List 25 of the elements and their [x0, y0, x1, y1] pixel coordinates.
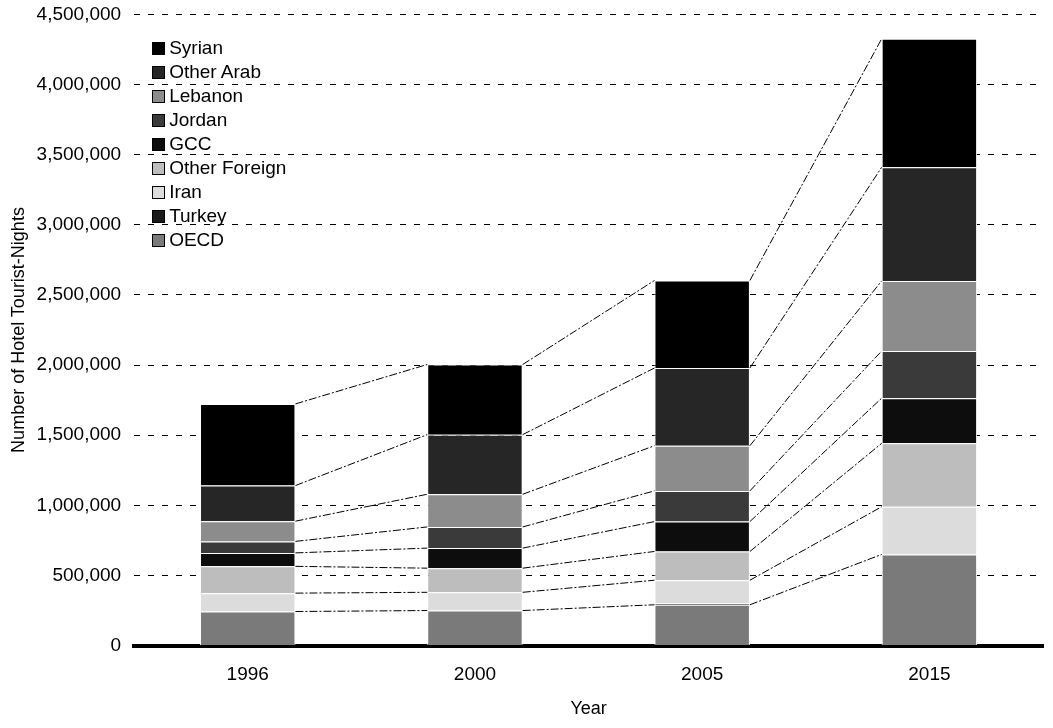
legend-label: Other Arab	[169, 60, 262, 85]
legend-label: Turkey	[169, 204, 227, 229]
x-axis-title: Year	[570, 698, 607, 719]
y-tick-label: 3,000,000	[36, 213, 122, 235]
legend-label: Lebanon	[169, 84, 244, 109]
y-tick-label: 1,000,000	[36, 493, 122, 515]
x-tick-label: 2015	[908, 663, 951, 685]
legend-label: GCC	[169, 132, 212, 157]
x-tick-label: 2005	[681, 663, 724, 685]
y-tick-label: 2,500,000	[36, 283, 122, 305]
x-tick-label: 2000	[453, 663, 497, 685]
y-tick-label: 4,500,000	[36, 2, 122, 24]
y-tick-label: 500,000	[52, 563, 122, 585]
y-tick-label: 0	[110, 633, 122, 655]
x-tick-label: 1996	[226, 663, 269, 685]
legend-label: OECD	[169, 228, 225, 253]
legend-label: Syrian	[169, 36, 223, 61]
legend-label: Jordan	[169, 108, 228, 133]
y-tick-label: 2,000,000	[36, 353, 122, 375]
y-tick-label: 1,500,000	[36, 423, 122, 445]
y-axis-title: Number of Hotel Tourist-Nights	[7, 207, 28, 453]
y-tick-label: 4,000,000	[36, 72, 122, 94]
legend-label: Iran	[169, 180, 202, 205]
y-tick-label: 3,500,000	[36, 142, 122, 164]
legend-label: Other Foreign	[169, 156, 287, 181]
